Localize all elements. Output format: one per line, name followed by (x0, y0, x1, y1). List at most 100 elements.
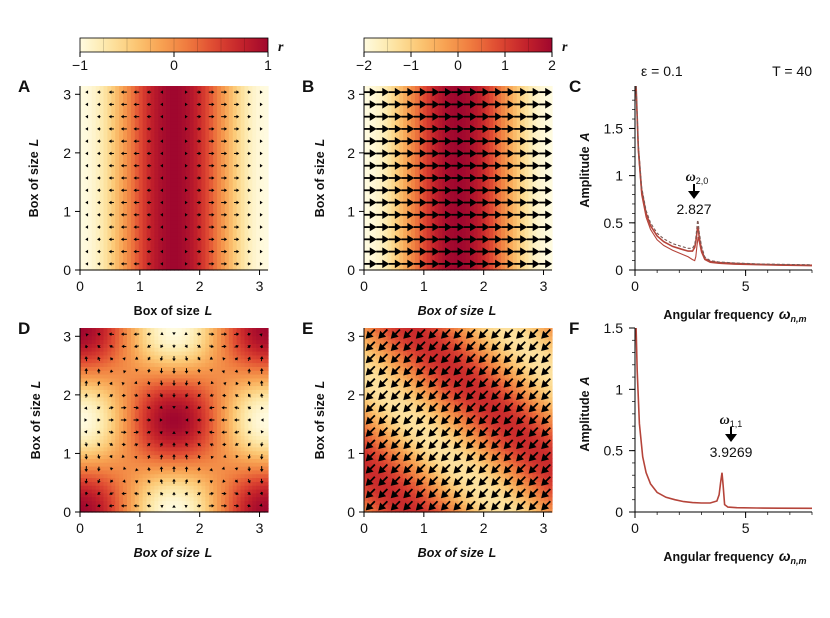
panel-b-heat-cell (422, 97, 428, 102)
panel-a-heat-cell (189, 101, 195, 106)
panel-b-heat-cell (364, 109, 369, 114)
panel-b-heat-cell (411, 193, 416, 198)
panel-b-vector-arrow (451, 186, 465, 195)
panel-a-heat-cell (142, 247, 148, 252)
panel-b-heat-cell (461, 193, 467, 198)
panel-a-heat-cell (146, 254, 152, 260)
panel-a-heat-cell (205, 135, 210, 141)
panel-a-heat-cell (244, 201, 250, 206)
panel-b-heat-cell (497, 105, 502, 110)
panel-a-vector-arrow (120, 213, 127, 217)
panel-b-heat-cell (375, 128, 381, 133)
panel-a-heat-cell (260, 231, 265, 237)
panel-a-heat-cell (224, 158, 230, 164)
panel-a-heat-cell (170, 247, 175, 252)
panel-a-vector-arrow (259, 262, 263, 266)
panel-a-heat-cell (193, 262, 199, 267)
panel-a-heat-cell (197, 97, 203, 102)
panel-a-heat-cell (197, 112, 203, 118)
panel-b-heat-cell (383, 254, 389, 260)
panel-a-heat-cell (224, 97, 230, 102)
panel-a-heat-cell (111, 139, 116, 145)
panel-b-heat-cell (418, 147, 424, 152)
panel-b-heat-cell (387, 185, 393, 191)
panel-b-heat-cell (469, 231, 475, 237)
panel-a-heat-cell (83, 193, 89, 198)
panel-a-heat-cell (201, 247, 206, 252)
panel-a-heat-cell (189, 109, 195, 114)
panel-a-heat-cell (264, 266, 269, 271)
panel-a-heat-cell (127, 120, 132, 125)
panel-a-heat-cell (185, 181, 191, 187)
panel-a-heat-cell (177, 116, 183, 122)
panel-b-vector-arrow (438, 222, 452, 232)
panel-a-heat-cell (91, 197, 97, 202)
panel-a-heat-cell (150, 128, 156, 133)
panel-b-heat-cell (407, 258, 412, 263)
panel-a-heat-cell (170, 220, 175, 225)
panel-b-heat-cell (465, 227, 471, 233)
panel-b-heat-cell (426, 120, 432, 125)
panel-b-heat-cell (438, 266, 443, 271)
panel-a-heat-cell (193, 151, 199, 156)
panel-a-vector-arrow (196, 139, 202, 143)
panel-b-heat-cell (383, 158, 389, 164)
panel-b-heat-cell (501, 132, 506, 137)
panel-a-heat-cell (162, 212, 167, 217)
panel-a-heat-cell (221, 254, 226, 260)
panel-b-heat-cell (497, 193, 502, 198)
panel-b-heat-cell (458, 204, 463, 210)
panel-a-heat-cell (87, 147, 93, 152)
panel-b-heat-cell (465, 243, 471, 248)
panel-a-heat-cell (193, 231, 199, 237)
panel-b-heat-cell (497, 258, 502, 263)
panel-a-heat-cell (103, 124, 109, 129)
panel-a-heat-cell (174, 147, 179, 152)
panel-a-heat-cell (256, 116, 261, 122)
panel-a-vector-arrow (85, 213, 89, 217)
panel-b-heat-cell (481, 170, 487, 175)
panel-b-heat-cell (407, 266, 412, 271)
panel-b-heat-cell (465, 158, 471, 164)
panel-b-heat-cell (485, 204, 490, 210)
panel-b-heat-cell (524, 254, 530, 260)
colorbar-2: −2 −1 0 1 2 r (356, 37, 568, 73)
panel-b-heat-cell (473, 216, 479, 221)
panel-a-heat-cell (248, 181, 253, 187)
panel-b-heat-cell (407, 181, 412, 187)
panel-b-heat-cell (548, 250, 553, 256)
panel-a-heat-cell (83, 201, 89, 206)
panel-a-heat-cell (201, 178, 206, 183)
panel-b-heat-cell (528, 250, 534, 256)
panel-a-heat-cell (193, 135, 199, 141)
panel-b-heat-cell (434, 105, 440, 110)
panel-a-heat-cell (127, 227, 132, 233)
panel-b-heat-cell (536, 178, 541, 183)
panel-a-heat-cell (123, 132, 128, 137)
panel-a-heat-cell (177, 212, 183, 217)
panel-a-heat-cell (154, 124, 159, 129)
panel-a-heat-cell (103, 204, 109, 210)
panel-a-vector-arrow (221, 163, 228, 168)
panel-a-heat-cell (130, 120, 136, 125)
panel-b-heat-cell (411, 105, 416, 110)
panel-a-heat-cell (224, 143, 230, 148)
panel-b-heat-cell (383, 147, 389, 152)
panel-b-heat-cell (485, 120, 490, 125)
panel-a-vector-arrow (234, 176, 240, 180)
panel-a-heat-cell (260, 220, 265, 225)
panel-a-vector-arrow (247, 213, 251, 217)
panel-b-heat-cell (497, 158, 502, 164)
panel-a-heat-cell (248, 216, 253, 221)
panel-a-heat-cell (221, 109, 226, 114)
panel-b-heat-cell (469, 132, 475, 137)
panel-b-heat-cell (469, 155, 475, 160)
panel-a-heat-cell (99, 116, 105, 122)
panel-a-heat-cell (111, 170, 116, 175)
panel-a-vector-arrow (133, 114, 140, 119)
panel-a-heat-cell (248, 193, 253, 198)
panel-a-heat-cell (228, 89, 234, 95)
panel-a-heat-cell (166, 97, 171, 102)
panel-b-heat-cell (364, 147, 369, 152)
panel-b-heat-cell (524, 132, 530, 137)
